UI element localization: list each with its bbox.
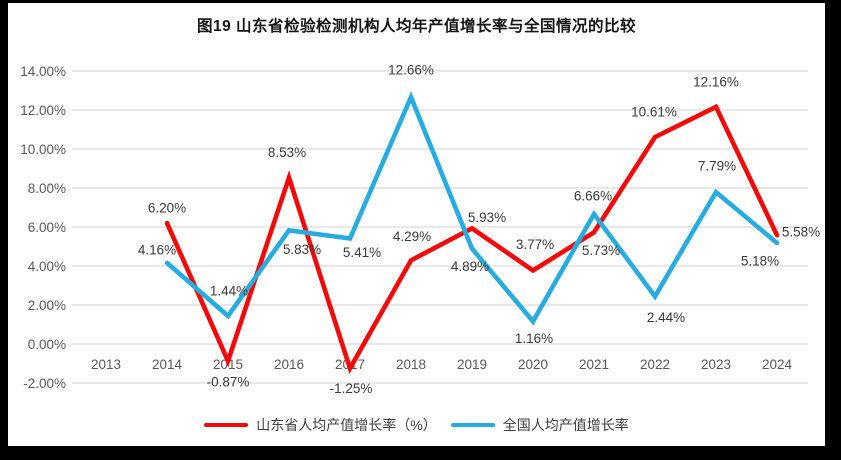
data-label-1: 1.44% <box>210 283 248 298</box>
series-line-1 <box>164 91 780 326</box>
x-axis-tick-label: 2022 <box>640 357 670 372</box>
legend-item-national: 全国人均产值增长率 <box>450 415 629 435</box>
y-axis-tick-label: 0.00% <box>28 337 66 352</box>
x-axis-tick-label: 2020 <box>518 357 548 372</box>
legend-label-shandong: 山东省人均产值增长率（%） <box>256 417 437 433</box>
data-label-0: -1.25% <box>330 381 373 396</box>
data-label-1: 6.66% <box>574 189 612 204</box>
chart-title: 图19 山东省检验检测机构人均年产值增长率与全国情况的比较 <box>196 18 637 35</box>
x-axis-tick-label: 2024 <box>762 357 793 372</box>
y-axis-tick-label: 2.00% <box>28 298 66 313</box>
y-axis-tick-label: 8.00% <box>28 181 66 196</box>
y-axis-tick-label: -2.00% <box>23 376 66 391</box>
legend-swatch-shandong <box>204 422 249 428</box>
data-label-0: 12.16% <box>693 74 739 89</box>
y-axis-tick-label: 14.00% <box>20 64 66 79</box>
chart-plot: 14.00% 12.00% 10.00% 8.00% 6.00% 4.00% 2.00% 0.… <box>20 63 820 396</box>
data-label-1: 7.79% <box>698 159 736 174</box>
data-label-1: 5.41% <box>343 245 381 260</box>
data-label-0: 5.73% <box>582 243 620 258</box>
legend-swatch-national <box>450 422 495 428</box>
data-label-1: 5.83% <box>283 242 321 257</box>
x-axis-tick-label: 2013 <box>91 357 121 372</box>
x-axis-tick-label: 2019 <box>457 357 487 372</box>
data-label-0: 5.93% <box>468 210 506 225</box>
data-label-1: 2.44% <box>647 310 685 325</box>
chart-area: 14.00% 12.00% 10.00% 8.00% 6.00% 4.00% 2.00% 0.… <box>8 3 825 446</box>
data-label-0: 10.61% <box>631 105 677 120</box>
data-label-1: 4.89% <box>451 259 489 274</box>
data-label-0: 3.77% <box>516 237 554 252</box>
data-label-1: 1.16% <box>515 331 553 346</box>
data-label-0: 4.29% <box>393 229 431 244</box>
y-axis-tick-label: 12.00% <box>20 103 66 118</box>
x-axis-tick-label: 2014 <box>152 357 183 372</box>
x-axis-tick-label: 2016 <box>274 357 304 372</box>
data-label-1: 12.66% <box>388 63 434 78</box>
data-label-0: 6.20% <box>148 201 186 216</box>
data-label-0: 5.58% <box>782 225 820 240</box>
x-axis-tick-label: 2021 <box>579 357 609 372</box>
y-axis-tick-label: 10.00% <box>20 142 66 157</box>
series-line-0 <box>164 103 780 375</box>
data-label-0: 8.53% <box>268 145 306 160</box>
legend: 山东省人均产值增长率（%） 全国人均产值增长率 <box>8 415 825 435</box>
legend-item-shandong: 山东省人均产值增长率（%） <box>204 415 437 435</box>
data-label-0: -0.87% <box>207 374 250 389</box>
x-axis-tick-label: 2023 <box>701 357 731 372</box>
y-axis-tick-label: 4.00% <box>28 259 66 274</box>
x-axis-tick-label: 2018 <box>396 357 426 372</box>
data-label-1: 5.18% <box>741 253 779 268</box>
legend-label-national: 全国人均产值增长率 <box>502 417 629 433</box>
y-axis-tick-label: 6.00% <box>28 220 66 235</box>
data-label-1: 4.16% <box>138 242 176 257</box>
